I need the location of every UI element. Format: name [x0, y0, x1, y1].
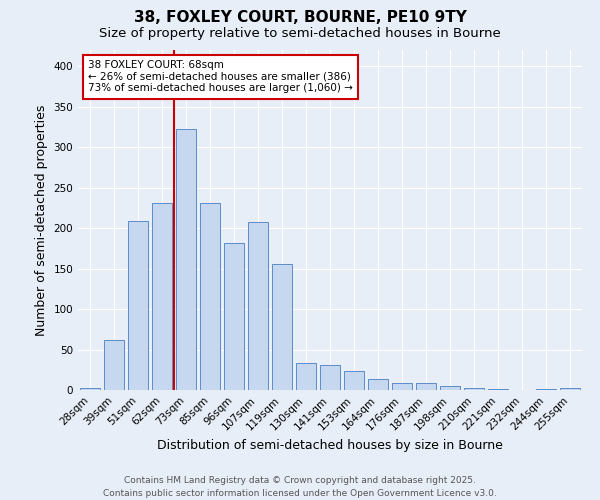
Bar [320, 365, 340, 390]
Bar [200, 203, 220, 390]
Text: 38 FOXLEY COURT: 68sqm
← 26% of semi-detached houses are smaller (386)
73% of se: 38 FOXLEY COURT: 68sqm ← 26% of semi-det… [88, 60, 353, 94]
Text: 38, FOXLEY COURT, BOURNE, PE10 9TY: 38, FOXLEY COURT, BOURNE, PE10 9TY [134, 10, 466, 25]
Bar [248, 222, 268, 390]
Bar [392, 382, 412, 390]
Bar [440, 386, 460, 390]
Bar [560, 388, 580, 390]
Text: Contains HM Land Registry data © Crown copyright and database right 2025.
Contai: Contains HM Land Registry data © Crown c… [103, 476, 497, 498]
Bar [416, 382, 436, 390]
Bar [464, 388, 484, 390]
Bar [80, 388, 100, 390]
Text: Size of property relative to semi-detached houses in Bourne: Size of property relative to semi-detach… [99, 28, 501, 40]
Bar [488, 389, 508, 390]
Bar [152, 203, 172, 390]
Bar [368, 380, 388, 390]
X-axis label: Distribution of semi-detached houses by size in Bourne: Distribution of semi-detached houses by … [157, 438, 503, 452]
Bar [176, 130, 196, 390]
Bar [224, 244, 244, 390]
Bar [272, 264, 292, 390]
Bar [344, 370, 364, 390]
Bar [296, 364, 316, 390]
Y-axis label: Number of semi-detached properties: Number of semi-detached properties [35, 104, 48, 336]
Bar [536, 389, 556, 390]
Bar [104, 340, 124, 390]
Bar [128, 221, 148, 390]
